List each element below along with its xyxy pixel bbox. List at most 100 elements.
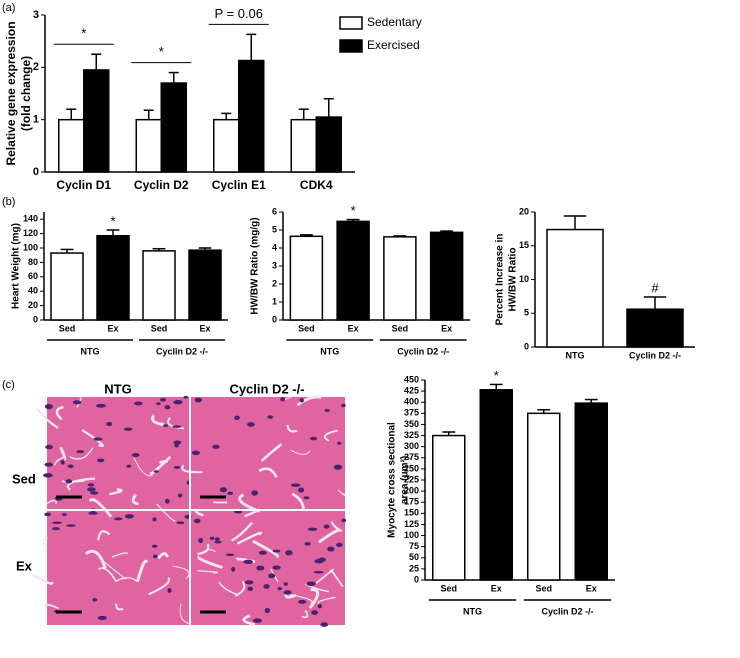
row-label: Ex [16,558,33,573]
x-tick-label: NTG [566,350,585,360]
fiber-gap [167,417,185,430]
fiber-gap [197,555,223,569]
y-tick-label: 10 [519,274,529,284]
y-tick-label: 200 [404,485,419,495]
panel-label: (c) [2,379,15,391]
nucleus [234,415,240,420]
nucleus [87,483,95,487]
y-tick-label: 75 [409,541,419,551]
nucleus [177,493,183,498]
fiber-gap [252,539,279,559]
y-tick-label: 25 [409,563,419,573]
nucleus [159,397,167,402]
fiber-gap [55,405,64,421]
nucleus [336,542,343,548]
nucleus [191,450,201,456]
fiber-gap [296,395,322,407]
fiber-gap [115,577,138,582]
y-tick-label: 250 [404,463,419,473]
nucleus [156,402,161,406]
nucleus [341,518,347,523]
nucleus [272,565,281,570]
nucleus [90,491,99,495]
nucleus [327,546,335,552]
x-tick-label: Ex [586,583,597,593]
nucleus [231,566,236,572]
fiber-gap [301,609,309,619]
nucleus [97,458,105,463]
nucleus [62,513,67,517]
y-tick-label: 325 [404,430,419,440]
fiber-gap [291,492,305,511]
fiber-gap [236,531,263,545]
y-tick-label: 0 [524,341,529,351]
nucleus [299,398,304,403]
y-tick-label: 20 [28,300,38,310]
nucleus [173,399,183,405]
y-tick-label: 15 [519,240,529,250]
bar [336,220,370,321]
fiber-gap [200,549,216,555]
nucleus [267,415,274,419]
nucleus [310,436,317,441]
y-tick-label: 60 [28,271,38,281]
x-tick-label: Sed [392,323,409,333]
nucleus [45,444,53,450]
legend-swatch [339,39,363,53]
fiber-gap [97,530,111,541]
bar [429,231,464,321]
nucleus [306,581,317,587]
x-tick-label: Sed [151,323,168,333]
nucleus [268,573,276,579]
fiber-gap [156,503,176,522]
nucleus [93,437,103,441]
fiber-gap [330,521,343,533]
fiber-gap [318,528,340,544]
group-label: NTG [463,606,482,616]
nucleus [44,462,54,467]
panel-label: (a) [2,2,15,14]
column-label: Cyclin D2 -/- [229,381,304,396]
nucleus [244,580,254,585]
nucleus [164,498,170,504]
nucleus [44,512,52,517]
bar [574,402,608,581]
nucleus [153,470,159,473]
fiber-gap [308,588,320,609]
fiber-gap [213,500,228,504]
nucleus [251,490,259,496]
y-tick-label: 40 [28,286,38,296]
nucleus [283,582,288,586]
fiber-gap [284,395,295,401]
y-axis-label: Relative gene expression [4,21,18,165]
nucleus [219,487,228,493]
bar [142,250,176,321]
annotation: * [81,26,86,41]
y-tick-label: 80 [28,257,38,267]
y-axis-label: Heart Weight (mg) [11,223,22,309]
group-label: Cyclin D2 -/- [156,346,208,356]
fiber-gap [109,488,123,496]
x-tick-label: Ex [107,323,118,333]
y-tick-label: 0 [33,314,38,324]
bar [315,116,342,173]
fiber-gap [218,581,238,596]
nucleus [183,395,189,399]
nucleus [263,584,270,589]
fiber-gap [197,570,218,574]
y-tick-label: 450 [404,374,419,384]
annotation: * [494,368,499,383]
group-label: Cyclin D2 -/- [397,346,449,356]
bar [188,249,222,321]
fiber-gap [337,489,346,497]
nucleus [298,487,305,493]
x-tick-label: Sed [59,323,76,333]
nucleus [272,549,281,553]
micrograph [32,395,347,627]
y-tick-label: 425 [404,385,419,395]
y-tick-label: 150 [404,508,419,518]
nucleus [72,400,82,405]
y-tick-label: 100 [23,242,38,252]
fiber-gap [46,499,57,505]
nucleus [247,422,255,427]
